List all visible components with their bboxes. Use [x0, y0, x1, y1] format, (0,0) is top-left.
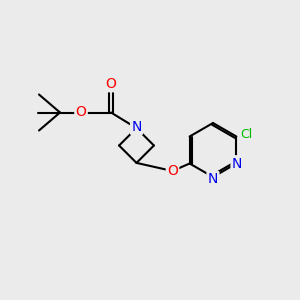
- Text: N: N: [208, 172, 218, 186]
- Text: O: O: [167, 164, 178, 178]
- Text: N: N: [232, 157, 242, 170]
- Text: N: N: [131, 120, 142, 134]
- Text: Cl: Cl: [240, 128, 252, 142]
- Text: O: O: [106, 77, 116, 91]
- Text: O: O: [76, 106, 86, 119]
